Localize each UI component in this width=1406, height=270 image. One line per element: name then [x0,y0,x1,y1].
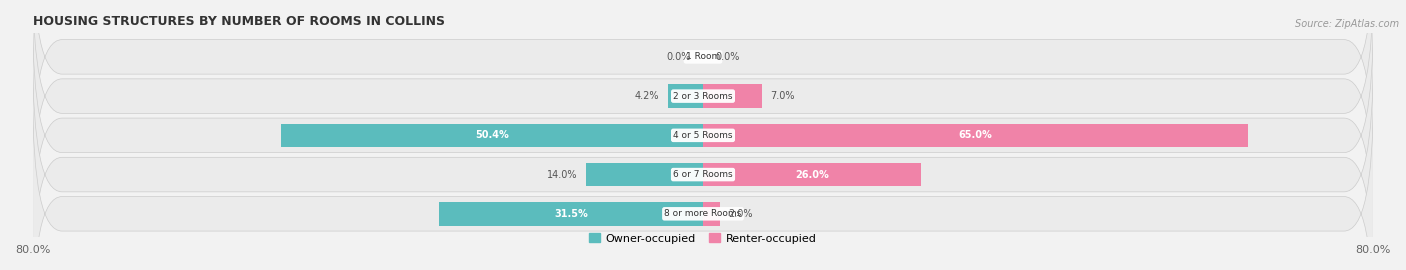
Text: 2 or 3 Rooms: 2 or 3 Rooms [673,92,733,101]
FancyBboxPatch shape [32,0,1374,216]
Text: 4.2%: 4.2% [636,91,659,101]
Text: HOUSING STRUCTURES BY NUMBER OF ROOMS IN COLLINS: HOUSING STRUCTURES BY NUMBER OF ROOMS IN… [32,15,444,28]
FancyBboxPatch shape [32,15,1374,255]
Text: Source: ZipAtlas.com: Source: ZipAtlas.com [1295,19,1399,29]
Text: 14.0%: 14.0% [547,170,578,180]
Bar [703,163,921,186]
Bar [586,163,703,186]
Text: 26.0%: 26.0% [794,170,828,180]
Text: 1 Room: 1 Room [686,52,720,61]
Bar [703,84,762,108]
Text: 0.0%: 0.0% [666,52,690,62]
Bar [703,124,1247,147]
Text: 4 or 5 Rooms: 4 or 5 Rooms [673,131,733,140]
Text: 2.0%: 2.0% [728,209,752,219]
FancyBboxPatch shape [32,94,1374,270]
Text: 6 or 7 Rooms: 6 or 7 Rooms [673,170,733,179]
Text: 0.0%: 0.0% [716,52,740,62]
Bar [439,202,703,226]
Text: 8 or more Rooms: 8 or more Rooms [665,209,741,218]
Bar [281,124,703,147]
Text: 31.5%: 31.5% [554,209,588,219]
Bar [668,84,703,108]
Legend: Owner-occupied, Renter-occupied: Owner-occupied, Renter-occupied [585,229,821,248]
Text: 7.0%: 7.0% [770,91,794,101]
FancyBboxPatch shape [32,0,1374,177]
Bar [703,202,720,226]
Text: 50.4%: 50.4% [475,130,509,140]
Text: 65.0%: 65.0% [959,130,993,140]
FancyBboxPatch shape [32,55,1374,270]
